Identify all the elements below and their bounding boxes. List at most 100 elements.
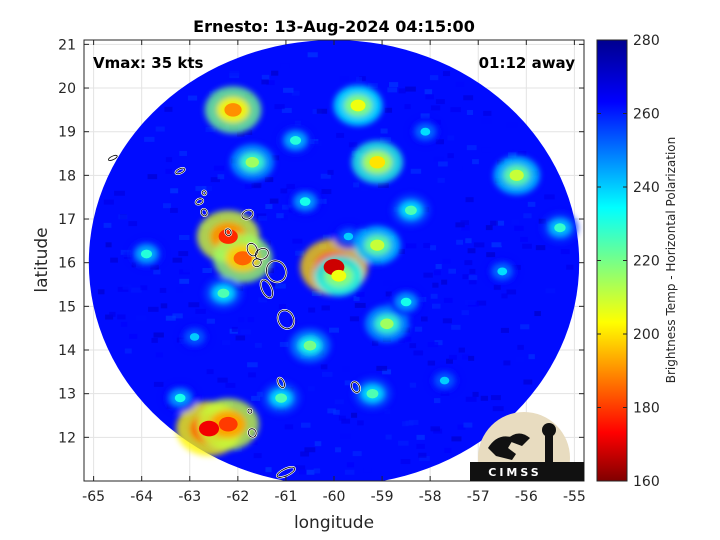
texture-cell bbox=[349, 316, 359, 322]
texture-cell bbox=[466, 145, 477, 151]
texture-cell bbox=[265, 204, 273, 210]
texture-cell bbox=[423, 242, 431, 248]
logo-band bbox=[470, 462, 584, 481]
texture-cell bbox=[170, 188, 179, 194]
texture-cell bbox=[294, 120, 301, 126]
feature-core bbox=[331, 269, 347, 282]
texture-cell bbox=[409, 343, 417, 349]
texture-cell bbox=[423, 272, 433, 278]
logo-dish-icon bbox=[488, 436, 516, 460]
texture-cell bbox=[276, 213, 284, 219]
texture-cell bbox=[206, 318, 215, 324]
texture-cell bbox=[247, 362, 258, 368]
texture-cell bbox=[256, 391, 263, 397]
texture-cell bbox=[124, 348, 132, 354]
texture-cell bbox=[183, 267, 193, 273]
texture-cell bbox=[465, 238, 472, 244]
texture-cell bbox=[281, 107, 292, 113]
texture-cell bbox=[263, 240, 272, 246]
texture-cell bbox=[109, 311, 116, 317]
texture-cell bbox=[344, 380, 351, 386]
texture-cell bbox=[500, 327, 509, 333]
texture-cell bbox=[275, 283, 286, 289]
feature-core bbox=[343, 232, 354, 241]
texture-cell bbox=[522, 243, 532, 249]
texture-cell bbox=[304, 447, 316, 453]
texture-cell bbox=[545, 288, 556, 294]
texture-cell bbox=[205, 127, 216, 133]
texture-cell bbox=[451, 324, 461, 330]
texture-cell bbox=[311, 291, 322, 297]
texture-cell bbox=[429, 75, 439, 81]
feature-core bbox=[275, 393, 288, 403]
texture-cell bbox=[359, 76, 366, 82]
texture-cell bbox=[348, 142, 358, 148]
texture-cell bbox=[485, 225, 493, 231]
texture-cell bbox=[286, 183, 295, 189]
texture-cell bbox=[405, 86, 416, 92]
texture-cell bbox=[464, 260, 473, 266]
island-outline-dark bbox=[224, 228, 232, 236]
texture-cell bbox=[327, 169, 334, 175]
texture-cell bbox=[155, 126, 165, 132]
texture-cell bbox=[201, 185, 212, 191]
texture-cell bbox=[356, 291, 365, 297]
texture-cell bbox=[294, 465, 306, 471]
y-tick-label: 18 bbox=[58, 168, 76, 184]
texture-cell bbox=[461, 225, 470, 231]
feature-core bbox=[303, 340, 317, 351]
texture-cell bbox=[496, 220, 505, 226]
texture-cell bbox=[463, 95, 474, 101]
texture-cell bbox=[165, 157, 173, 163]
texture-cell bbox=[506, 289, 517, 295]
texture-cell bbox=[178, 235, 190, 241]
texture-cell bbox=[110, 257, 118, 263]
texture-cell bbox=[472, 391, 479, 397]
colorbar-tick-label: 180 bbox=[633, 401, 660, 417]
texture-cell bbox=[179, 150, 188, 156]
texture-cell bbox=[114, 190, 125, 196]
texture-cell bbox=[123, 252, 132, 258]
texture-cell bbox=[295, 250, 305, 256]
texture-cell bbox=[279, 341, 289, 347]
texture-cell bbox=[425, 94, 434, 100]
texture-cell bbox=[560, 249, 570, 255]
texture-cell bbox=[527, 201, 536, 207]
feature-core bbox=[233, 251, 252, 266]
texture-cell bbox=[128, 221, 138, 227]
feature-core bbox=[366, 388, 379, 399]
y-tick-labels: 12 13 14 15 16 17 18 19 20 21 bbox=[58, 37, 76, 446]
texture-cell bbox=[441, 279, 448, 285]
logo-tank-icon bbox=[542, 423, 556, 437]
coastline-outline bbox=[108, 154, 361, 478]
feature-core bbox=[290, 136, 302, 145]
texture-cell bbox=[151, 337, 158, 343]
x-tick-label: -59 bbox=[371, 489, 394, 505]
texture-cell bbox=[280, 63, 290, 69]
texture-cell bbox=[466, 110, 474, 116]
texture-cell bbox=[420, 113, 430, 119]
texture-cell bbox=[165, 315, 176, 321]
texture-cell bbox=[247, 317, 255, 323]
texture-cell bbox=[388, 82, 399, 88]
texture-cell bbox=[217, 377, 228, 383]
texture-cell bbox=[538, 218, 546, 224]
island-outline-dark bbox=[351, 381, 361, 393]
texture-cell bbox=[456, 239, 463, 245]
colorbar bbox=[596, 39, 628, 482]
feature-core bbox=[405, 205, 417, 215]
texture-cell bbox=[307, 386, 315, 392]
texture-cell bbox=[276, 261, 286, 267]
texture-cell bbox=[178, 251, 189, 257]
island-outline-dark bbox=[195, 198, 204, 205]
feature-core bbox=[245, 156, 259, 168]
texture-cell bbox=[210, 177, 220, 183]
texture-cell bbox=[363, 467, 372, 473]
texture-cell bbox=[271, 70, 279, 76]
texture-cell bbox=[405, 420, 414, 426]
texture-cell bbox=[468, 279, 477, 285]
texture-cell bbox=[172, 257, 183, 263]
time-away-annotation: 01:12 away bbox=[479, 54, 576, 72]
texture-cell bbox=[281, 215, 288, 221]
